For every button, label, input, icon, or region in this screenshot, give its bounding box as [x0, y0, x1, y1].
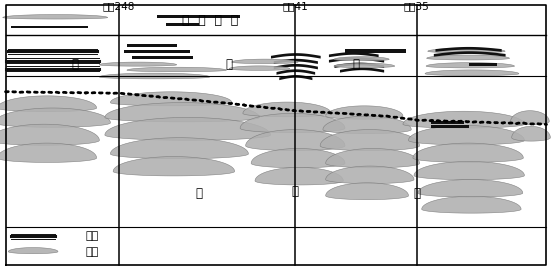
Polygon shape	[511, 111, 549, 125]
Polygon shape	[418, 180, 523, 197]
Polygon shape	[414, 161, 524, 180]
Polygon shape	[110, 92, 232, 106]
Polygon shape	[408, 126, 524, 145]
Polygon shape	[229, 66, 290, 70]
Polygon shape	[243, 102, 331, 117]
Polygon shape	[0, 108, 110, 127]
Polygon shape	[127, 67, 226, 72]
Polygon shape	[422, 196, 521, 213]
Polygon shape	[251, 148, 345, 168]
Polygon shape	[110, 138, 248, 159]
Polygon shape	[323, 116, 411, 134]
Polygon shape	[0, 96, 97, 112]
Bar	[157, 15, 240, 18]
Bar	[132, 56, 193, 59]
Polygon shape	[326, 106, 403, 119]
Polygon shape	[334, 57, 389, 61]
Text: 油层: 油层	[86, 231, 99, 241]
Polygon shape	[105, 103, 259, 122]
Polygon shape	[3, 15, 108, 19]
Polygon shape	[105, 117, 270, 140]
Text: 砂层: 砂层	[86, 247, 99, 257]
Polygon shape	[0, 124, 99, 145]
Text: 堤北41: 堤北41	[283, 1, 308, 11]
Polygon shape	[326, 166, 414, 184]
Text: 下: 下	[292, 185, 299, 198]
Text: 段: 段	[413, 187, 420, 200]
Bar	[124, 50, 190, 53]
Polygon shape	[512, 126, 550, 141]
Polygon shape	[8, 248, 58, 254]
Polygon shape	[403, 111, 524, 128]
Bar	[345, 49, 406, 53]
Polygon shape	[99, 73, 210, 79]
Polygon shape	[426, 63, 514, 68]
Bar	[127, 44, 177, 48]
Polygon shape	[232, 59, 298, 63]
Polygon shape	[425, 70, 519, 76]
Polygon shape	[428, 48, 505, 53]
Bar	[431, 121, 464, 124]
Text: 堤北248: 堤北248	[103, 1, 135, 11]
Bar	[11, 25, 88, 28]
Polygon shape	[99, 62, 177, 66]
Text: 段: 段	[353, 58, 359, 71]
Polygon shape	[113, 157, 235, 176]
Text: 馆: 馆	[195, 187, 202, 200]
Text: 堤北35: 堤北35	[404, 1, 429, 11]
Text: 明  化  镇  组: 明 化 镇 组	[182, 14, 238, 27]
Polygon shape	[320, 130, 420, 151]
Polygon shape	[255, 167, 343, 185]
Text: 上: 上	[226, 58, 232, 71]
Bar	[469, 63, 497, 66]
Polygon shape	[326, 148, 420, 168]
Bar	[431, 125, 469, 128]
Polygon shape	[334, 63, 395, 68]
Text: 馆: 馆	[71, 58, 78, 71]
Polygon shape	[413, 143, 523, 162]
Polygon shape	[326, 183, 408, 200]
Polygon shape	[427, 55, 509, 60]
Polygon shape	[240, 113, 345, 133]
Polygon shape	[0, 143, 97, 162]
Polygon shape	[246, 130, 345, 151]
Bar	[166, 23, 199, 26]
